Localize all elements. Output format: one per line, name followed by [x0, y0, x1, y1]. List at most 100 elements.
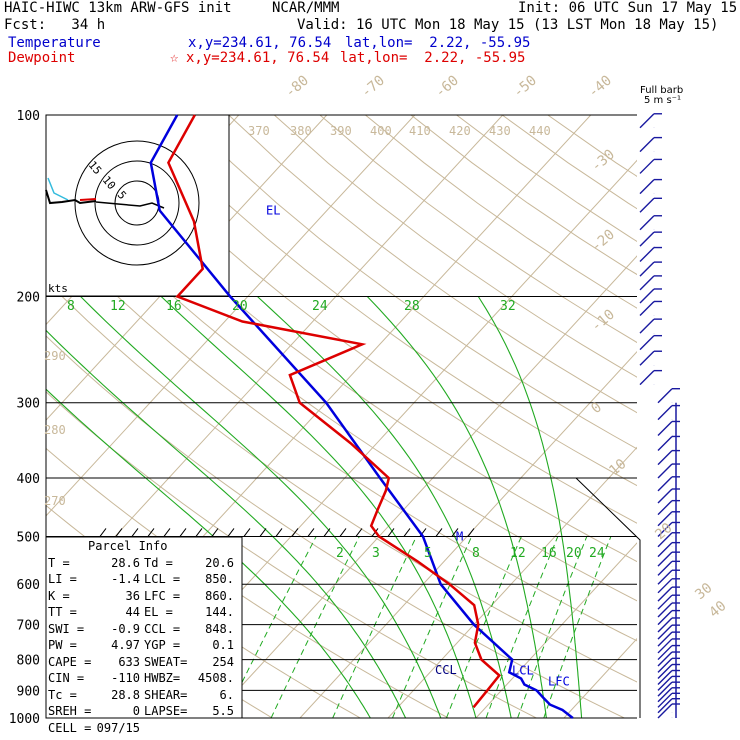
freezing-hatch	[115, 528, 123, 537]
wind-barb	[657, 560, 673, 576]
header: HAIC-HIWC 13km ARW-GFS init NCAR/MMM Ini…	[0, 0, 740, 70]
mixing-ratio-label: 24	[589, 546, 605, 561]
wind-barb	[657, 698, 673, 714]
hodograph-ring	[94, 160, 180, 246]
freezing-hatch	[259, 528, 267, 537]
theta-label: 290	[44, 349, 66, 363]
theta-e-label: 20	[232, 299, 248, 314]
parcel-info-cell: 4.97	[111, 638, 140, 652]
dry-adiabat	[46, 279, 637, 683]
wind-barb	[657, 511, 673, 527]
freezing-hatch	[195, 528, 203, 537]
isotherm	[652, 115, 740, 718]
isotherm-label: -80	[282, 73, 312, 102]
parcel-info-cell: 633	[118, 654, 140, 669]
parcel-info-cell: -1.4	[111, 572, 140, 586]
theta-label: 420	[449, 124, 471, 138]
parcel-info-cell: LCL =	[144, 572, 181, 586]
dry-adiabat	[46, 224, 637, 642]
parcel-info-cell: 850.	[205, 572, 234, 586]
wind-barb	[639, 318, 655, 334]
freezing-hatch	[355, 528, 363, 537]
theta-label: 280	[44, 423, 66, 437]
parcel-info-cell: 20.6	[205, 555, 234, 570]
wind-barb	[657, 703, 673, 719]
mixing-ratio-label: 20	[566, 546, 582, 561]
wind-barb	[657, 532, 673, 548]
temperature-line	[149, 114, 574, 719]
hodograph-units: kts	[48, 282, 68, 295]
freezing-hatch	[435, 528, 443, 537]
dewpoint-legend: Dewpoint	[8, 50, 76, 66]
wind-barb	[639, 158, 655, 174]
parcel-info-cell: EL =	[144, 605, 173, 619]
series-layer	[149, 114, 574, 719]
parcel-info-row: SREH = 0 LAPSE= 5.5	[48, 703, 238, 720]
wind-barb	[657, 488, 673, 504]
wind-barb	[657, 617, 673, 633]
plot-frame	[45, 115, 637, 719]
parcel-info-cell: -110	[111, 671, 140, 685]
mixing-ratio-line	[485, 536, 559, 718]
parcel-info-cell: CAPE =	[48, 654, 92, 669]
parcel-info-cell: 28.6	[111, 555, 140, 570]
parcel-info-cell: 848.	[205, 621, 234, 636]
wind-barb	[657, 692, 673, 708]
wind-barb	[657, 657, 673, 673]
mixing-ratio-label: 12	[510, 546, 526, 561]
model-title: HAIC-HIWC 13km ARW-GFS init	[4, 0, 232, 16]
dewpoint-line	[167, 114, 502, 709]
temperature-latlon: lat,lon= 2.22, -55.95	[345, 35, 531, 51]
pressure-label-300: 300	[17, 397, 40, 412]
parcel-info-row: T = 28.6 Td = 20.6	[48, 555, 238, 572]
isotherm-label: -70	[358, 73, 388, 102]
wind-barb	[657, 594, 673, 610]
wind-barb	[639, 215, 655, 231]
parcel-info-cell: 0.1	[212, 638, 234, 652]
parcel-info-cell: 097/15	[96, 720, 140, 735]
isotherm-label: -50	[510, 73, 540, 102]
parcel-info-cell: -0.9	[111, 621, 140, 636]
freezing-hatch	[403, 528, 411, 537]
isotherm	[46, 115, 504, 613]
wind-barb	[639, 275, 655, 291]
freezing-hatch	[179, 528, 187, 537]
parcel-info-row: CELL = 097/15	[48, 720, 238, 737]
wind-barb	[657, 638, 673, 654]
mixing-ratio-line	[445, 536, 522, 718]
moist-adiabat	[366, 296, 547, 718]
wind-barb	[657, 664, 673, 679]
parcel-info-cell: 5.5	[212, 704, 234, 718]
wind-barb	[639, 300, 655, 316]
parcel-info-row: LI = -1.4 LCL = 850.	[48, 571, 238, 588]
parcel-info-cell: 0	[132, 704, 140, 718]
isotherm	[387, 446, 637, 718]
dry-adiabat	[46, 391, 537, 718]
wind-barb	[657, 521, 673, 537]
parcel-info-cell: LI =	[48, 572, 77, 586]
wind-barb	[639, 288, 655, 304]
pressure-label-800: 800	[17, 654, 40, 669]
parcel-info-row: PW = 4.97 YGP = 0.1	[48, 637, 238, 654]
wind-barb	[657, 578, 673, 594]
freezing-hatch	[291, 528, 299, 537]
bevel-frame	[575, 477, 641, 718]
dry-adiabat	[501, 115, 637, 210]
wind-barb	[657, 631, 673, 647]
isotherm	[563, 637, 637, 718]
parcel-info-cell: 28.8	[111, 687, 140, 702]
freezing-hatch	[243, 528, 251, 537]
temperature-legend: Temperature	[8, 35, 101, 51]
wind-barb	[657, 651, 673, 667]
parcel-info-cell: SWI =	[48, 621, 85, 636]
dewpoint-xy: x,y=234.61, 76.54	[186, 50, 330, 66]
hodograph-trace	[95, 201, 165, 209]
mixing-ratio-label: 5	[424, 546, 432, 561]
parcel-info-cell: SREH =	[48, 704, 92, 718]
freezing-hatch	[307, 528, 315, 537]
parcel-info-cell: 254	[212, 654, 234, 669]
wind-barb	[657, 670, 673, 686]
temperature-xy: x,y=234.61, 76.54	[188, 35, 332, 51]
parcel-info-cell: K =	[48, 588, 70, 603]
parcel-info-cell: YGP =	[144, 638, 181, 652]
